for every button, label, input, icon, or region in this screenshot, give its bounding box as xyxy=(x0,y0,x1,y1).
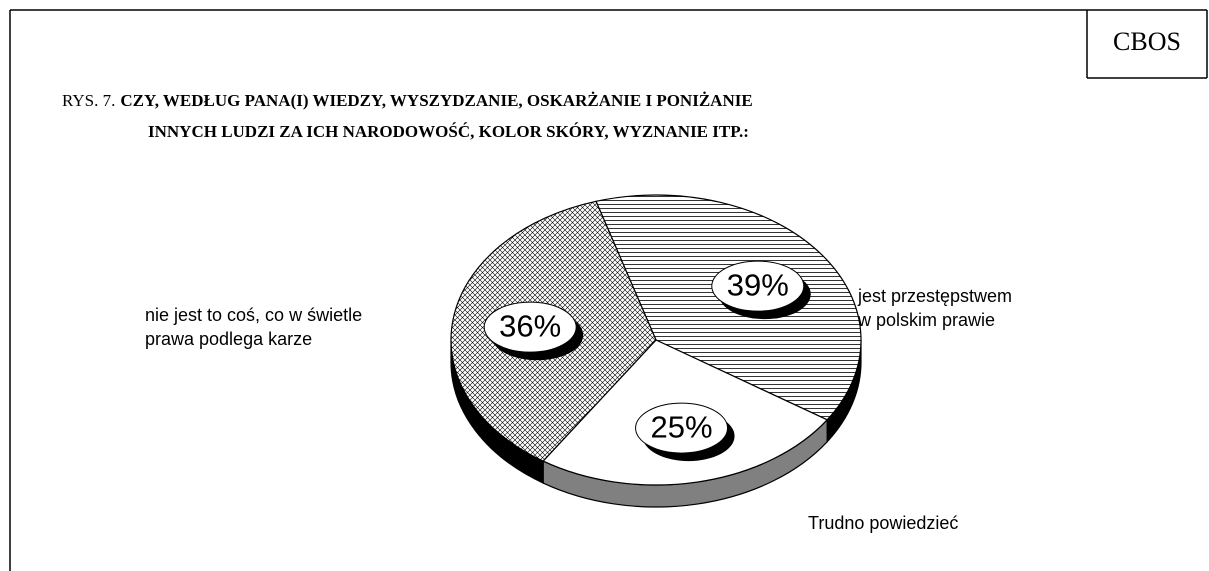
value-label: 25% xyxy=(651,409,713,444)
chart-title: CZY, WEDŁUG PANA(I) WIEDZY, WYSZYDZANIE,… xyxy=(120,91,752,141)
frame xyxy=(9,9,1208,571)
category-label: jest przestępstwem w polskim prawie xyxy=(857,286,1012,330)
title-prefix: RYS. 7. xyxy=(62,91,115,110)
value-badge xyxy=(635,402,729,454)
value-label: 36% xyxy=(499,308,561,343)
pie: 39% 25% 36% jest przestępstwem w polskim pra… xyxy=(145,194,1012,533)
value-badge xyxy=(711,260,805,312)
brand: CBOS xyxy=(1113,27,1181,56)
value-badge xyxy=(483,301,577,353)
value-label: 39% xyxy=(727,267,789,302)
category-label: nie jest to coś, co w świetle prawa podle… xyxy=(145,305,362,349)
category-label: Trudno powiedzieć xyxy=(808,513,958,533)
